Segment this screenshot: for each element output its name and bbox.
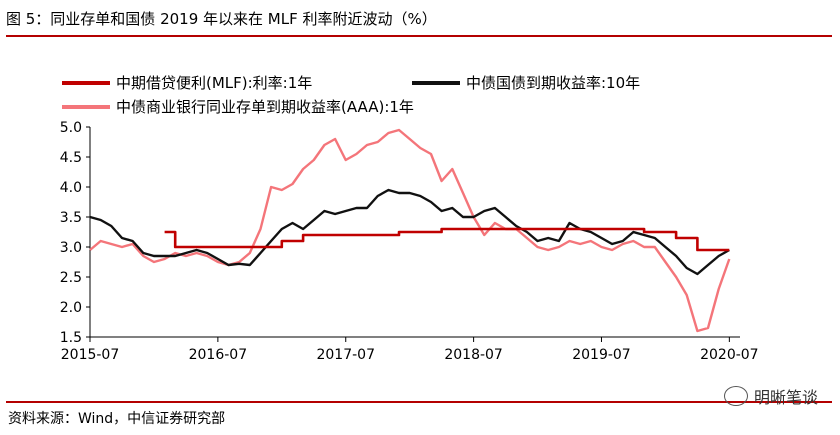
y-tick-label: 2.5 (60, 270, 82, 286)
x-tick-label: 2017-07 (316, 347, 375, 363)
x-tick-label: 2016-07 (189, 347, 248, 363)
legend: 中期借贷便利(MLF):利率:1年 中债国债到期收益率:10年中债商业银行同业存单… (62, 74, 640, 116)
source-rule (6, 401, 832, 403)
series-line-cgb (89, 188, 730, 276)
y-tick-label: 4.0 (60, 180, 82, 196)
y-tick-label: 5.0 (60, 120, 82, 136)
x-tick-label: 2015-07 (61, 347, 120, 363)
x-tick-label: 2019-07 (572, 347, 631, 363)
series-line-ncd (89, 128, 731, 333)
legend-label-ncd: 中债商业银行同业存单到期收益率(AAA):1年 (116, 98, 414, 116)
line-chart: 中期借贷便利(MLF):利率:1年 中债国债到期收益率:10年中债商业银行同业存单… (60, 74, 759, 363)
figure-title: 图 5：同业存单和国债 2019 年以来在 MLF 利率附近波动（%） (6, 10, 437, 28)
watermark-text: 明晰笔谈 (753, 388, 818, 407)
series-line-mlf (164, 227, 730, 252)
wechat-icon (723, 386, 748, 406)
plot-area (89, 128, 731, 333)
x-tick-label: 2020-07 (700, 347, 759, 363)
source-note: 资料来源：Wind，中信证券研究部 (8, 411, 226, 427)
legend-label-mlf: 中期借贷便利(MLF):利率:1年 (116, 74, 312, 92)
watermark: 明晰笔谈 (723, 384, 818, 408)
y-tick-label: 3.5 (60, 210, 82, 226)
x-tick-label: 2018-07 (444, 347, 503, 363)
y-tick-label: 3.0 (60, 240, 82, 256)
y-tick-label: 2.0 (60, 300, 82, 316)
legend-label-cgb: 中债国债到期收益率:10年 (466, 74, 640, 92)
title-rule (6, 35, 832, 37)
y-tick-label: 1.5 (60, 330, 82, 346)
y-tick-label: 4.5 (60, 150, 82, 166)
